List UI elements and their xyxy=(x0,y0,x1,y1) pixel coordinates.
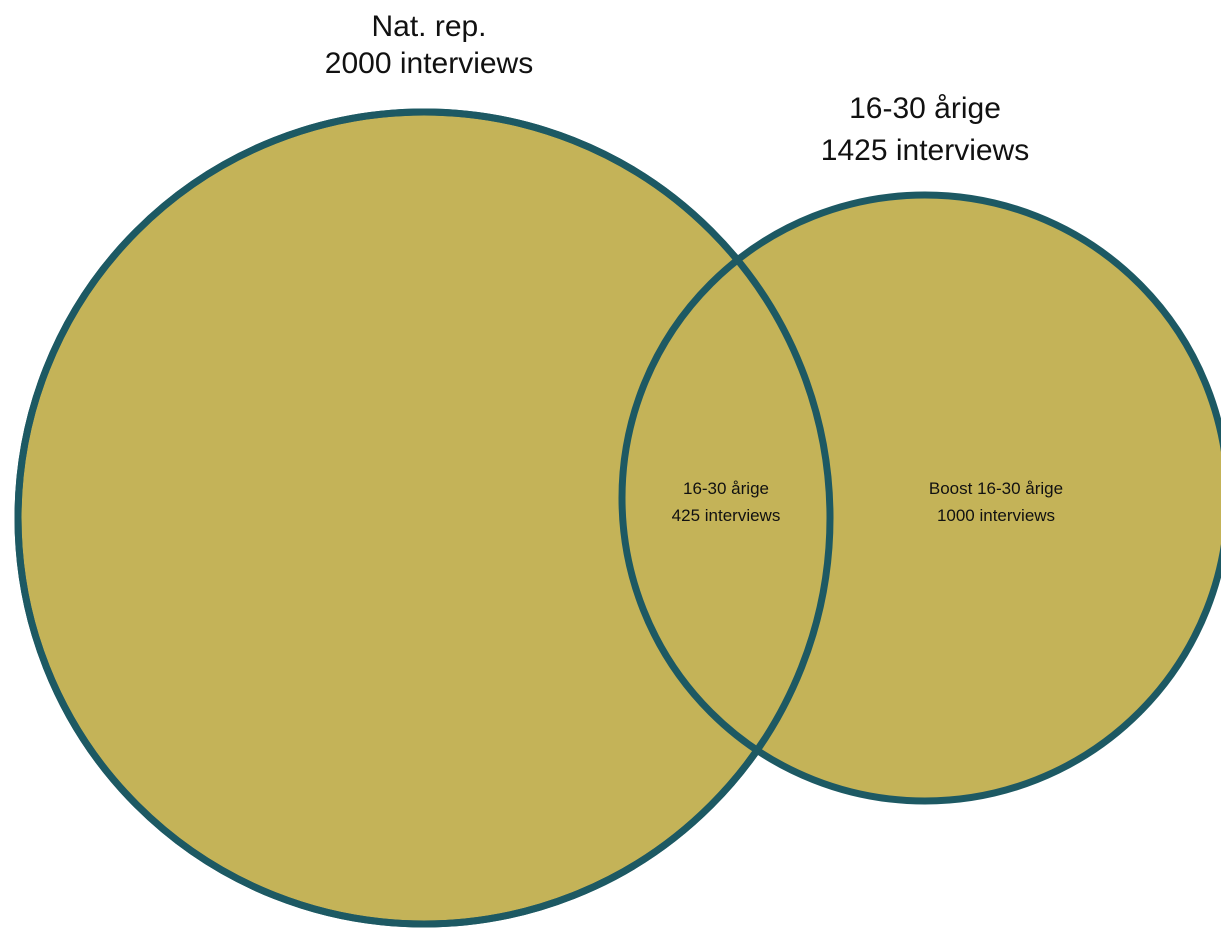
overlap-label: 16-30 årige xyxy=(683,479,769,498)
nat-rep-circle-outline xyxy=(14,108,834,928)
age-16-30-circle xyxy=(618,191,1221,805)
age-16-30-count: 1425 interviews xyxy=(821,134,1029,167)
nat-rep-title: Nat. rep. xyxy=(371,10,486,43)
age-16-30-title: 16-30 årige xyxy=(849,92,1001,125)
boost-count: 1000 interviews xyxy=(937,506,1055,525)
nat-rep-count: 2000 interviews xyxy=(325,47,533,80)
overlap-count: 425 interviews xyxy=(672,506,781,525)
boost-label: Boost 16-30 årige xyxy=(929,479,1063,498)
